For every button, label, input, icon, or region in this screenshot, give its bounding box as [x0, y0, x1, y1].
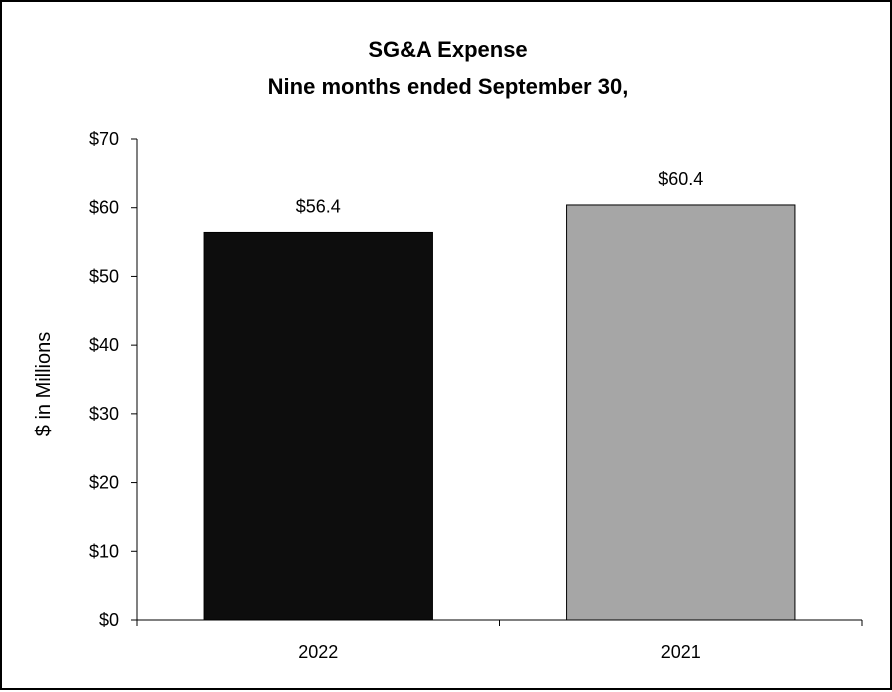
y-tick-label: $50	[89, 266, 119, 286]
data-label: $56.4	[296, 196, 341, 216]
bar-2022[interactable]	[203, 231, 433, 621]
y-tick-label: $60	[89, 198, 119, 218]
plot-area: $0 $10 $20 $30 $40 $50 $60 $70 $56.4 2022 $60.4 202…	[89, 129, 863, 662]
chart-title: SG&A Expense	[368, 37, 527, 62]
y-tick-label: $70	[89, 129, 119, 149]
y-tick-label: $10	[89, 541, 119, 561]
x-category-label: 2021	[661, 642, 701, 662]
y-tick-label: $0	[99, 610, 119, 630]
y-tick-label: $30	[89, 404, 119, 424]
data-label: $60.4	[658, 169, 703, 189]
y-tick-label: $20	[89, 473, 119, 493]
x-category-label: 2022	[298, 642, 338, 662]
y-axis-title: $ in Millions	[33, 332, 55, 436]
chart-subtitle: Nine months ended September 30,	[268, 74, 629, 99]
bar-2021[interactable]	[566, 204, 796, 621]
y-tick-label: $40	[89, 335, 119, 355]
